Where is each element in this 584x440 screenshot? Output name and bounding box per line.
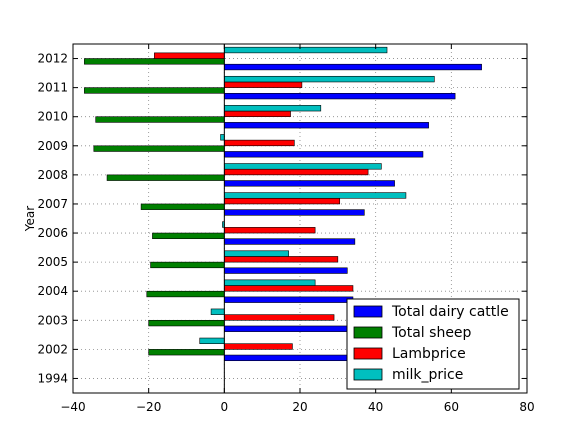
- y-tick-label-2004: 2004: [37, 284, 68, 298]
- bar-total-dairy-cattle-2004: [224, 296, 354, 303]
- bar-milk-price-2011: [224, 75, 435, 83]
- bar-milk-price-2004: [224, 279, 316, 286]
- y-tick-label-2009: 2009: [37, 139, 68, 153]
- bar-total-sheep-2003: [148, 319, 225, 327]
- bar-lambprice-2012: [154, 52, 225, 59]
- bar-total-sheep-2010: [95, 116, 225, 123]
- bar-milk-price-2010: [224, 105, 322, 112]
- y-tick-label-1994: 1994: [37, 371, 68, 385]
- bar-total-sheep-2006: [152, 232, 225, 240]
- x-tick-label: 20: [292, 400, 307, 414]
- bar-total-sheep-2007: [140, 203, 225, 210]
- bar-total-sheep-2009: [93, 145, 225, 152]
- bar-total-dairy-cattle-2012: [224, 63, 482, 71]
- bar-lambprice-2009: [224, 139, 295, 147]
- bar-milk-price-2003: [210, 308, 225, 315]
- bar-total-sheep-2008: [106, 174, 225, 181]
- y-tick-label-2003: 2003: [37, 313, 68, 327]
- bar-milk-price-2008: [224, 163, 382, 170]
- legend-swatch-2: [353, 347, 383, 360]
- bar-milk-price-2009: [220, 134, 225, 141]
- bar-total-dairy-cattle-2009: [224, 151, 424, 158]
- y-tick-label-2012: 2012: [37, 52, 68, 66]
- bar-lambprice-2006: [224, 227, 316, 234]
- bar-total-sheep-2012: [84, 58, 225, 65]
- bar-total-dairy-cattle-2005: [224, 267, 348, 274]
- legend-label-1: Total sheep: [391, 325, 472, 341]
- bar-total-sheep-2011: [84, 87, 225, 94]
- y-tick-label-2007: 2007: [37, 197, 68, 211]
- legend-label-0: Total dairy cattle: [391, 304, 509, 320]
- bar-lambprice-2003: [224, 314, 335, 321]
- y-tick-label-2002: 2002: [37, 342, 68, 356]
- bar-total-dairy-cattle-2006: [224, 238, 356, 245]
- x-tick-label: 0: [221, 400, 229, 414]
- legend-swatch-1: [353, 326, 383, 339]
- bar-total-dairy-cattle-2002: [224, 354, 358, 362]
- bar-milk-price-2007: [224, 192, 407, 199]
- y-axis-label: Year: [23, 206, 37, 232]
- y-tick-label-2006: 2006: [37, 226, 68, 240]
- bar-total-dairy-cattle-2011: [224, 92, 456, 100]
- legend-swatch-0: [353, 305, 383, 318]
- bar-total-dairy-cattle-2007: [224, 209, 365, 216]
- bar-total-dairy-cattle-2003: [224, 325, 358, 332]
- bar-milk-price-2012: [224, 46, 388, 54]
- bar-milk-price-2002: [199, 337, 225, 345]
- legend-swatch-3: [353, 368, 383, 381]
- bar-milk-price-2005: [224, 250, 289, 257]
- y-tick-label-2005: 2005: [37, 255, 68, 269]
- bar-lambprice-2005: [224, 256, 339, 263]
- y-tick-label-2008: 2008: [37, 168, 68, 182]
- x-tick-label: −40: [60, 400, 85, 414]
- bars: [84, 46, 482, 362]
- bar-total-dairy-cattle-2010: [224, 122, 429, 129]
- x-tick-label: 40: [368, 400, 383, 414]
- legend-label-3: milk_price: [392, 367, 463, 383]
- bar-total-sheep-2002: [148, 349, 225, 356]
- legend: Total dairy cattle Total sheep Lambprice mi…: [346, 298, 520, 390]
- bar-total-sheep-2004: [146, 290, 225, 298]
- y-axis-ticks: 1994 2002 2003 2004 2005 2006 2007 2008 2009 2010…: [37, 52, 527, 385]
- bar-lambprice-2007: [224, 197, 341, 205]
- x-tick-label: 60: [444, 400, 459, 414]
- x-tick-label: 80: [519, 400, 534, 414]
- bar-total-dairy-cattle-2008: [224, 180, 395, 187]
- bar-lambprice-2010: [224, 110, 291, 118]
- bar-lambprice-2011: [224, 81, 303, 88]
- y-tick-label-2011: 2011: [37, 81, 68, 95]
- y-tick-label-2010: 2010: [37, 110, 68, 124]
- bar-total-sheep-2005: [150, 261, 225, 269]
- legend-label-2: Lambprice: [392, 346, 466, 362]
- bar-lambprice-2004: [224, 285, 354, 292]
- x-tick-label: −20: [136, 400, 161, 414]
- bar-lambprice-2008: [224, 168, 369, 176]
- bar-lambprice-2002: [224, 343, 293, 350]
- x-axis-ticks: −40 −20 0 20 40 60 80: [60, 44, 535, 414]
